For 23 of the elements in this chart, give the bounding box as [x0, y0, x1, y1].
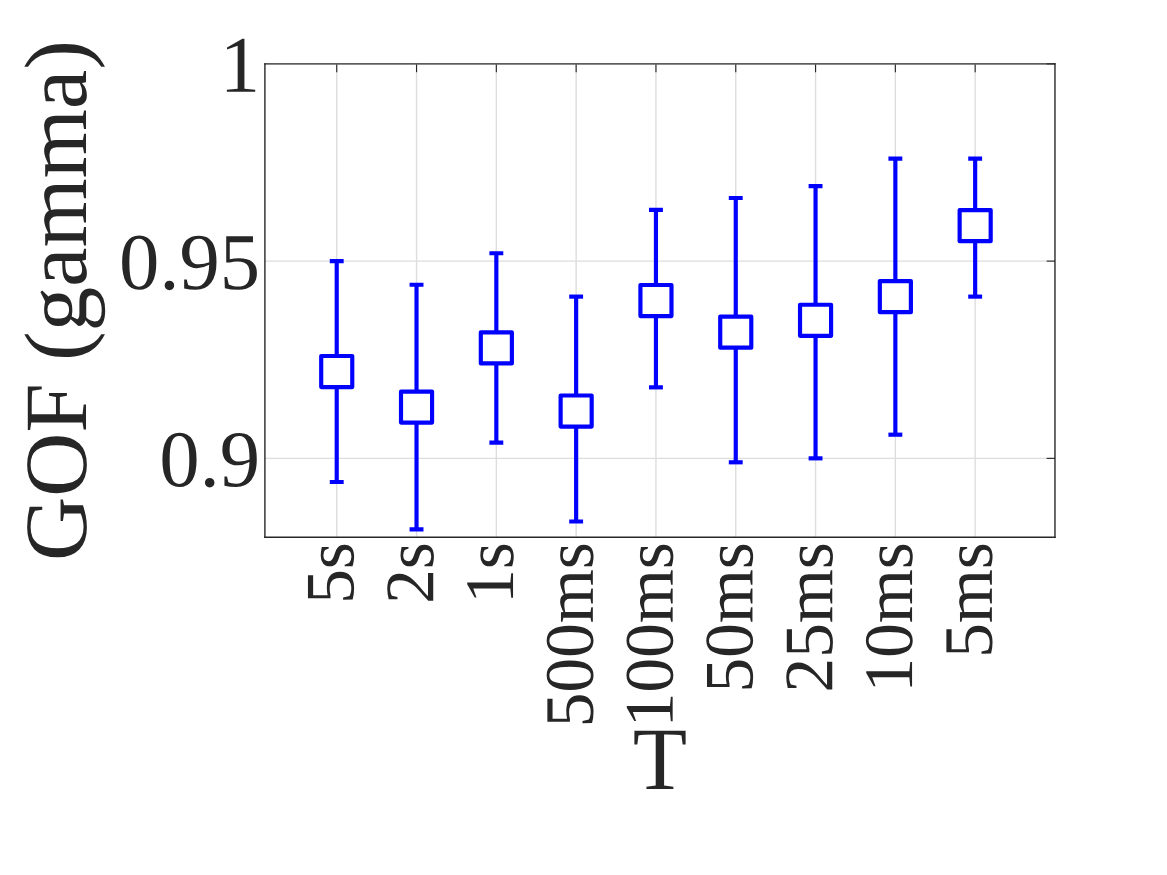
x-tick-label: 5s: [307, 544, 355, 600]
point: [877, 279, 913, 315]
point: [638, 282, 674, 319]
x-axis-title: T: [634, 730, 686, 789]
x-tick-label: 25ms: [786, 544, 833, 690]
point: [558, 393, 594, 429]
x-tick-label: 500ms: [546, 544, 594, 724]
y-tick-label: 0.9: [162, 432, 257, 488]
x-tick-label: 2s: [387, 544, 434, 601]
y-axis-title: GOF (gamma): [24, 44, 106, 558]
point: [957, 207, 993, 244]
point: [319, 353, 355, 390]
x-tick-label: 10ms: [865, 544, 913, 687]
x-tick-label: 100ms: [626, 544, 674, 722]
x-tick-label: 50ms: [706, 544, 754, 689]
point: [398, 389, 435, 425]
point: [718, 314, 754, 350]
y-tick-label: 0.95: [122, 235, 257, 291]
point: [478, 330, 514, 366]
point: [797, 302, 834, 338]
y-tick-label: 1: [226, 38, 256, 92]
x-tick-label: 1s: [467, 544, 514, 598]
x-tick-label: 5ms: [946, 544, 993, 654]
